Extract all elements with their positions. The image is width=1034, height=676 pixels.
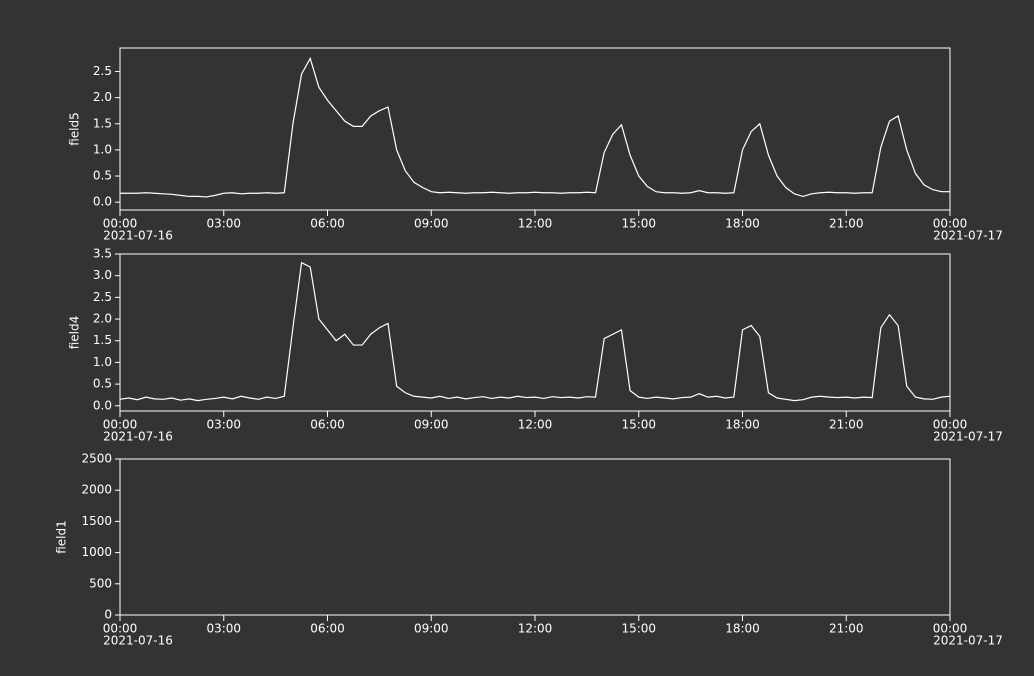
plot-frame <box>119 47 951 211</box>
x-tick-label: 12:00 <box>518 418 553 432</box>
y-tick-label: 500 <box>89 576 112 590</box>
y-tick-label: 2.5 <box>93 64 112 78</box>
series-line <box>120 56 950 198</box>
x-tick-label: 21:00 <box>829 418 864 432</box>
y-tick-label: 2000 <box>81 483 112 497</box>
plot-frame <box>119 458 951 616</box>
x-tick-label: 21:00 <box>829 622 864 636</box>
x-tick-label: 12:00 <box>518 217 553 231</box>
x-tick-date: 2021-07-16 <box>103 634 173 648</box>
x-tick-label: 18:00 <box>725 217 760 231</box>
y-axis-label: field5 <box>68 112 82 146</box>
x-tick-label: 03:00 <box>206 418 241 432</box>
x-tick-date: 2021-07-16 <box>103 229 173 243</box>
y-tick-label: 0.0 <box>93 398 112 412</box>
x-tick-label: 00:00 <box>933 217 968 231</box>
y-tick-label: 3.0 <box>93 268 112 282</box>
y-tick-label: 2.5 <box>93 290 112 304</box>
y-tick-label: 1500 <box>81 514 112 528</box>
x-tick-label: 09:00 <box>414 217 449 231</box>
y-tick-label: 2500 <box>81 452 112 466</box>
y-tick-label: 1000 <box>81 545 112 559</box>
x-tick-label: 09:00 <box>414 622 449 636</box>
y-tick-label: 1.5 <box>93 333 112 347</box>
x-tick-label: 15:00 <box>621 622 656 636</box>
x-tick-label: 15:00 <box>621 418 656 432</box>
y-tick-label: 1.0 <box>93 355 112 369</box>
y-axis-label: field4 <box>68 316 82 350</box>
x-tick-label: 15:00 <box>621 217 656 231</box>
x-tick-label: 12:00 <box>518 622 553 636</box>
x-tick-date: 2021-07-17 <box>933 229 1003 243</box>
x-tick-label: 06:00 <box>310 622 345 636</box>
y-tick-label: 1.5 <box>93 116 112 130</box>
y-tick-label: 2.0 <box>93 312 112 326</box>
x-tick-label: 03:00 <box>206 622 241 636</box>
x-tick-label: 09:00 <box>414 418 449 432</box>
y-tick-label: 0 <box>104 608 112 622</box>
y-tick-label: 0.0 <box>93 195 112 209</box>
x-tick-label: 00:00 <box>103 217 138 231</box>
x-tick-date: 2021-07-17 <box>933 634 1003 648</box>
y-tick-label: 1.0 <box>93 142 112 156</box>
x-tick-label: 06:00 <box>310 418 345 432</box>
y-tick-label: 2.0 <box>93 90 112 104</box>
x-tick-label: 03:00 <box>206 217 241 231</box>
y-tick-label: 0.5 <box>93 169 112 183</box>
x-tick-label: 00:00 <box>103 418 138 432</box>
x-tick-date: 2021-07-16 <box>103 430 173 444</box>
x-tick-date: 2021-07-17 <box>933 430 1003 444</box>
x-tick-label: 00:00 <box>933 418 968 432</box>
plot-frame <box>119 253 951 412</box>
x-tick-label: 21:00 <box>829 217 864 231</box>
x-tick-label: 00:00 <box>103 622 138 636</box>
x-tick-label: 18:00 <box>725 622 760 636</box>
y-axis-label: field1 <box>55 520 69 554</box>
x-tick-label: 18:00 <box>725 418 760 432</box>
series-line <box>119 261 951 402</box>
y-tick-label: 3.5 <box>93 247 112 261</box>
y-tick-label: 0.5 <box>93 377 112 391</box>
x-tick-label: 06:00 <box>310 217 345 231</box>
x-tick-label: 00:00 <box>933 622 968 636</box>
